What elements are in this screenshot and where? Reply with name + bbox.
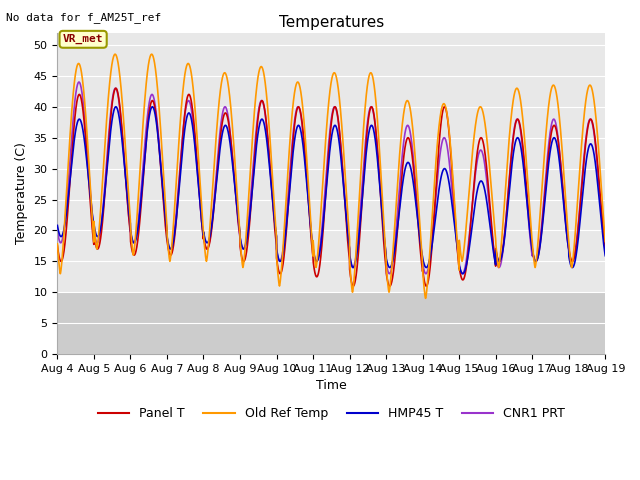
- Old Ref Temp: [601, 232, 609, 238]
- Old Ref Temp: [311, 258, 319, 264]
- CNR1 PRT: [424, 267, 431, 273]
- Old Ref Temp: [602, 239, 609, 244]
- CNR1 PRT: [152, 108, 160, 114]
- CNR1 PRT: [602, 247, 609, 253]
- Panel T: [601, 241, 609, 247]
- HMP45 T: [112, 104, 120, 109]
- Old Ref Temp: [422, 296, 429, 301]
- Old Ref Temp: [111, 51, 119, 57]
- HMP45 T: [454, 249, 462, 255]
- Text: VR_met: VR_met: [63, 34, 104, 45]
- Panel T: [112, 85, 120, 91]
- HMP45 T: [54, 223, 61, 228]
- HMP45 T: [152, 117, 160, 122]
- Title: Temperatures: Temperatures: [278, 15, 384, 30]
- Panel T: [424, 280, 432, 286]
- HMP45 T: [601, 250, 609, 255]
- CNR1 PRT: [311, 256, 319, 262]
- Line: Panel T: Panel T: [58, 88, 605, 286]
- Bar: [58, 292, 605, 354]
- HMP45 T: [459, 271, 467, 276]
- Old Ref Temp: [152, 71, 160, 76]
- Line: Old Ref Temp: Old Ref Temp: [58, 54, 605, 299]
- Panel T: [54, 242, 61, 248]
- Panel T: [152, 112, 160, 118]
- Line: CNR1 PRT: CNR1 PRT: [58, 82, 605, 274]
- Panel T: [602, 245, 609, 251]
- Legend: Panel T, Old Ref Temp, HMP45 T, CNR1 PRT: Panel T, Old Ref Temp, HMP45 T, CNR1 PRT: [93, 402, 570, 425]
- HMP45 T: [602, 253, 609, 259]
- Old Ref Temp: [454, 255, 462, 261]
- CNR1 PRT: [454, 253, 462, 259]
- CNR1 PRT: [459, 271, 467, 276]
- Y-axis label: Temperature (C): Temperature (C): [15, 143, 28, 244]
- Panel T: [454, 257, 462, 263]
- HMP45 T: [424, 263, 431, 269]
- HMP45 T: [311, 255, 319, 261]
- Line: HMP45 T: HMP45 T: [58, 107, 605, 274]
- Text: No data for f_AM25T_ref: No data for f_AM25T_ref: [6, 12, 162, 23]
- Old Ref Temp: [486, 161, 493, 167]
- CNR1 PRT: [54, 228, 61, 233]
- Panel T: [311, 270, 319, 276]
- Panel T: [486, 195, 493, 201]
- Old Ref Temp: [54, 241, 61, 247]
- Old Ref Temp: [424, 275, 432, 281]
- Panel T: [422, 283, 430, 289]
- HMP45 T: [486, 217, 493, 223]
- X-axis label: Time: Time: [316, 379, 347, 392]
- CNR1 PRT: [486, 204, 493, 209]
- CNR1 PRT: [601, 244, 609, 250]
- CNR1 PRT: [75, 79, 83, 85]
